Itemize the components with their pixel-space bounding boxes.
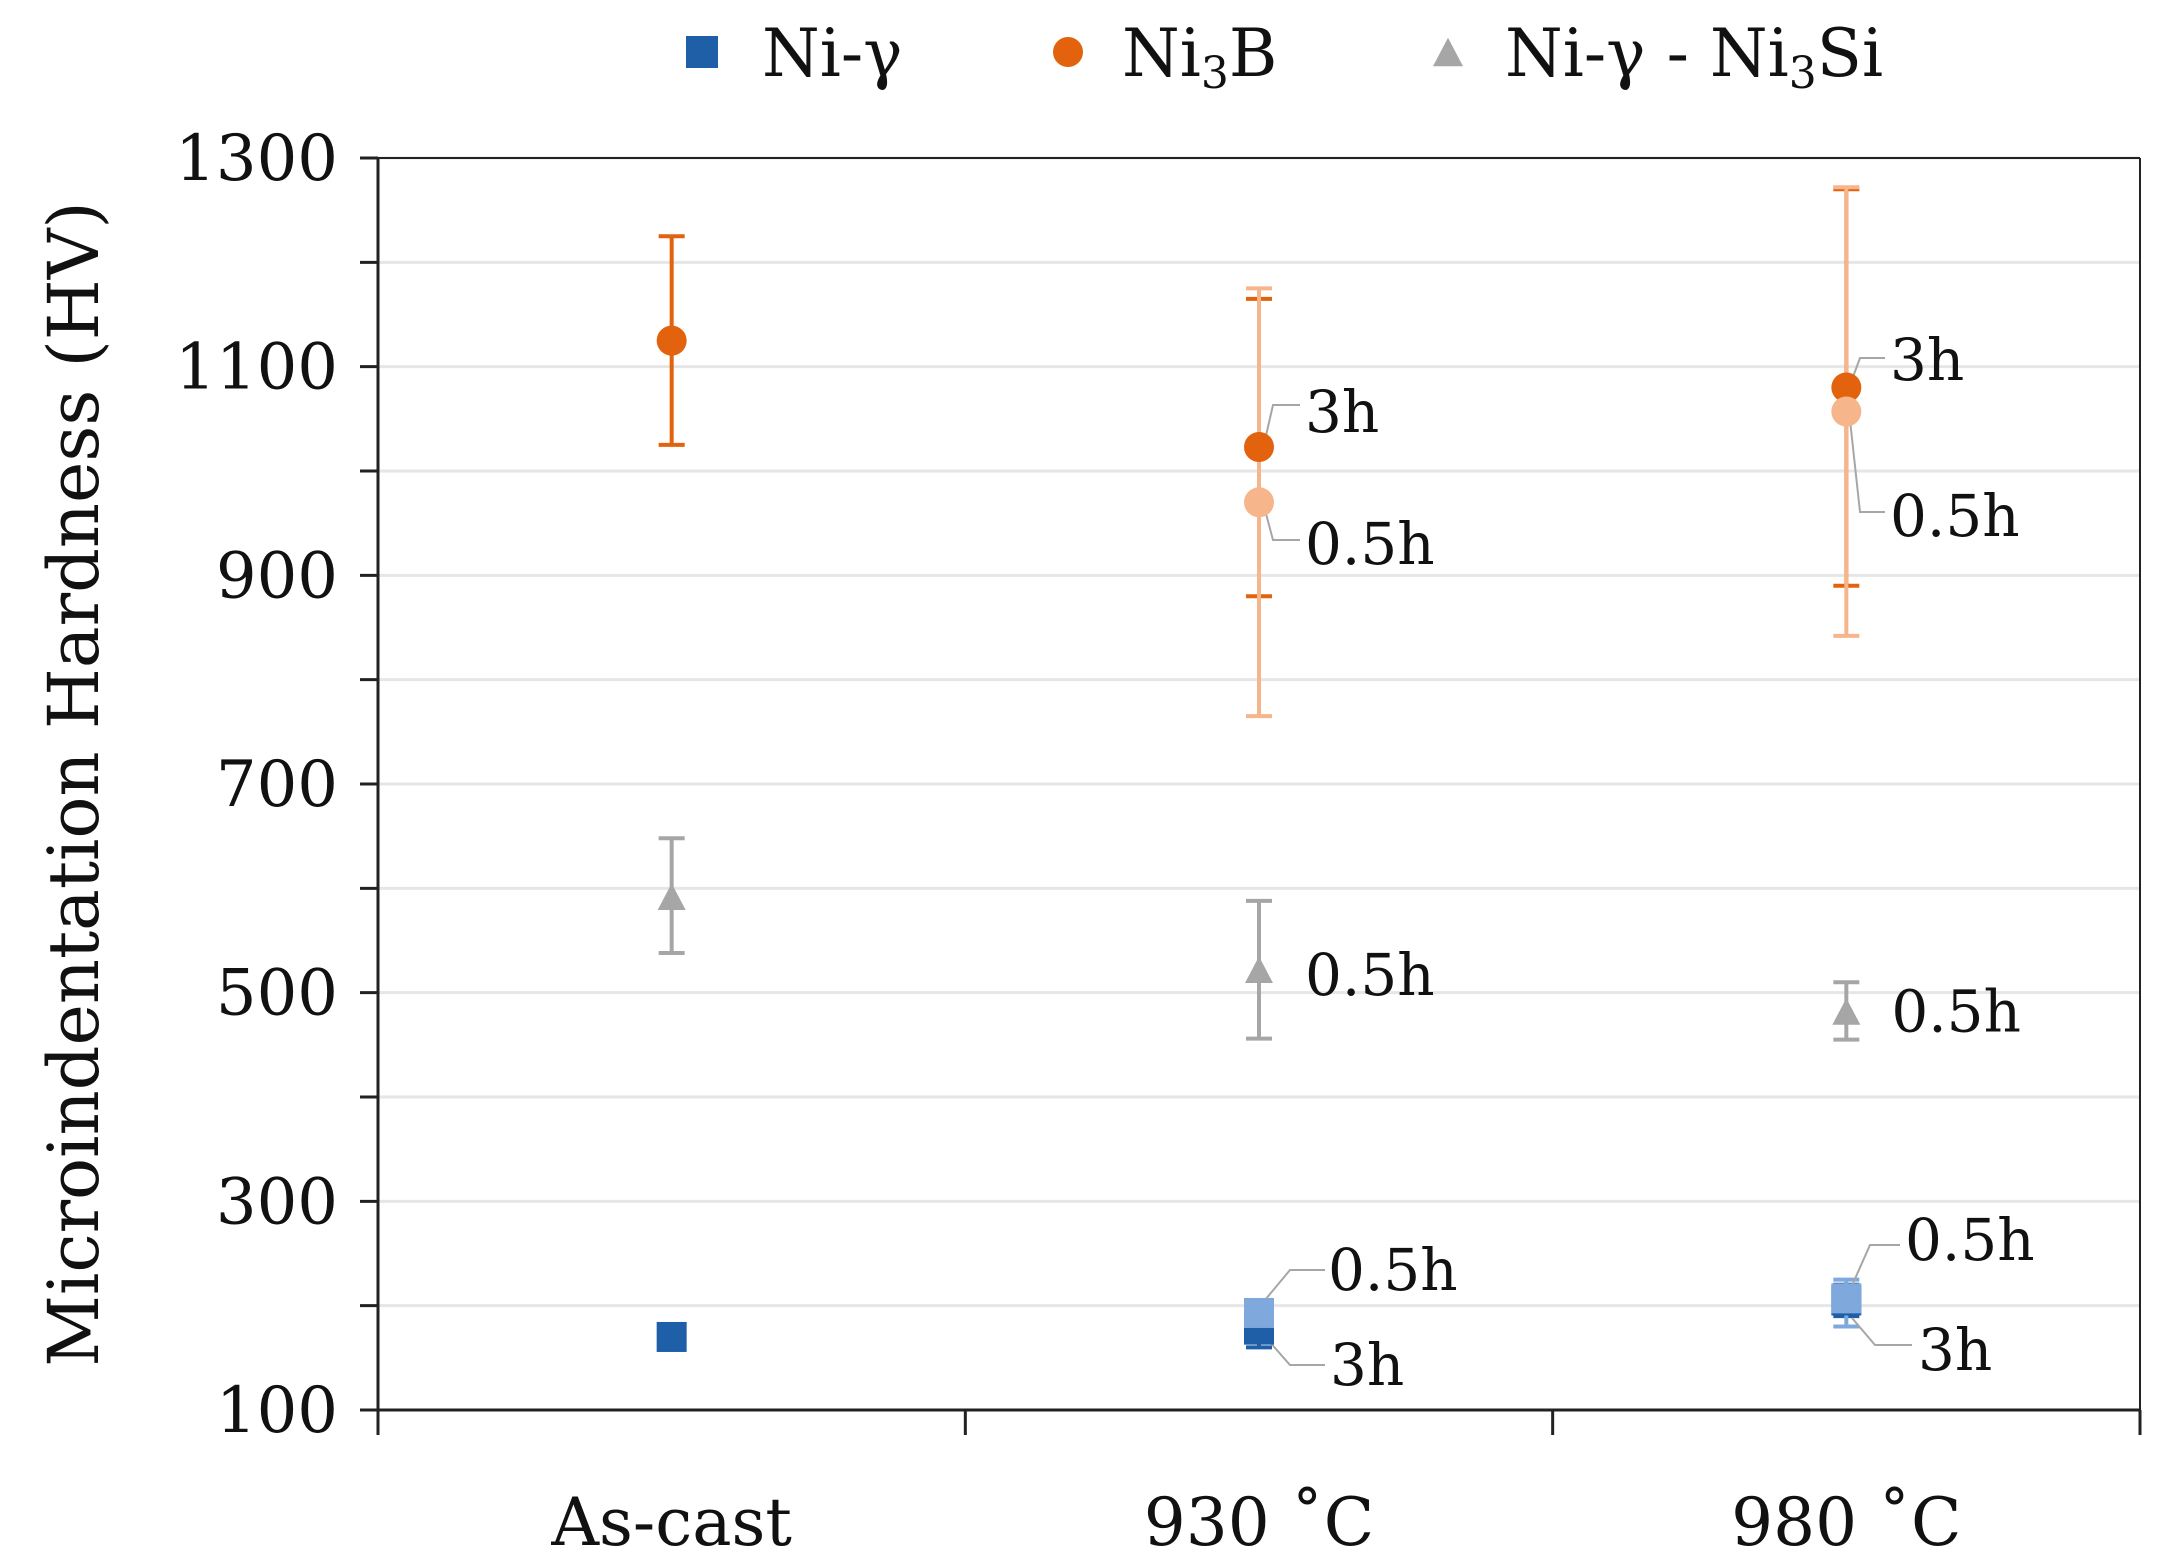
data-label: 0.5h [1890, 482, 2020, 550]
data-point [1244, 432, 1274, 463]
y-tick-label: 700 [216, 748, 338, 822]
y-tick-label: 100 [216, 1374, 338, 1448]
y-axis-label: Microindentation Hardness (HV) [33, 201, 115, 1366]
data-point [656, 1321, 687, 1352]
y-tick-label: 1300 [175, 122, 338, 196]
legend-label-eutectic: Ni-γ - Ni3Si [1505, 15, 1883, 99]
data-label: 0.5h [1305, 941, 1435, 1009]
y-tick-label: 1100 [175, 331, 338, 405]
data-point [656, 325, 687, 356]
legend-marker-ni3b [1053, 37, 1083, 67]
data-label: 0.5h [1905, 1206, 2035, 1274]
data-point [657, 883, 686, 910]
legend-label-ni_gamma: Ni-γ [762, 15, 903, 92]
data-point [1244, 1297, 1274, 1328]
y-tick-label: 900 [216, 539, 338, 613]
y-tick-label: 500 [216, 957, 338, 1031]
data-point [1832, 998, 1861, 1025]
data-points [656, 325, 1862, 1352]
annotation-leader [1849, 419, 1885, 513]
data-label: 0.5h [1891, 977, 2021, 1045]
annotation-leader [1267, 1339, 1325, 1366]
legend-label-ni3b: Ni3B [1122, 15, 1277, 99]
legend-label-part: B [1229, 15, 1278, 92]
legend-marker-eutectic [1433, 37, 1463, 67]
legend-label-part: Ni [1122, 15, 1201, 92]
annotations: 3h 0.5h 3h 0.5h 3h 0.5h 3h 0.5h 0.5h 0.5h [1305, 326, 2035, 1399]
data-point [1244, 487, 1274, 518]
legend-marker-ni_gamma [686, 36, 718, 68]
legend-label-part: Ni-γ - Ni [1505, 15, 1789, 92]
x-category-labels: As-cast 930 ˚C 980 ˚C [550, 1484, 1961, 1561]
data-point [1831, 396, 1862, 427]
data-label: 0.5h [1328, 1236, 1458, 1304]
x-category-label: As-cast [550, 1484, 792, 1561]
y-tick-labels: 100 300 500 700 900 1100 1300 [175, 122, 338, 1448]
data-label: 0.5h [1305, 510, 1435, 578]
annotation-leaders [1264, 357, 1912, 1366]
annotation-leader [1851, 1317, 1912, 1346]
data-label: 3h [1305, 378, 1379, 446]
data-point [1245, 956, 1273, 984]
annotation-leader [1849, 1244, 1900, 1291]
annotation-leader [1264, 1269, 1325, 1301]
legend-label-part: Si [1817, 15, 1883, 92]
axes [360, 156, 2142, 1435]
data-label: 3h [1330, 1331, 1404, 1399]
error-bars [658, 185, 1860, 1350]
legend: Ni-γ Ni3B Ni-γ - Ni3Si [686, 15, 1883, 99]
data-label: 3h [1918, 1316, 1992, 1384]
data-point [1831, 1283, 1862, 1314]
legend-label-part: Ni-γ [762, 15, 903, 92]
data-label: 3h [1890, 326, 1964, 394]
data-point [1831, 372, 1862, 403]
legend-label-part: 3 [1789, 48, 1817, 99]
annotation-leader [1264, 404, 1300, 441]
x-category-label: 980 ˚C [1731, 1484, 1961, 1561]
annotation-leader [1264, 509, 1300, 541]
x-category-label: 930 ˚C [1144, 1484, 1374, 1561]
legend-label-part: 3 [1201, 48, 1229, 99]
y-tick-label: 300 [216, 1165, 338, 1239]
